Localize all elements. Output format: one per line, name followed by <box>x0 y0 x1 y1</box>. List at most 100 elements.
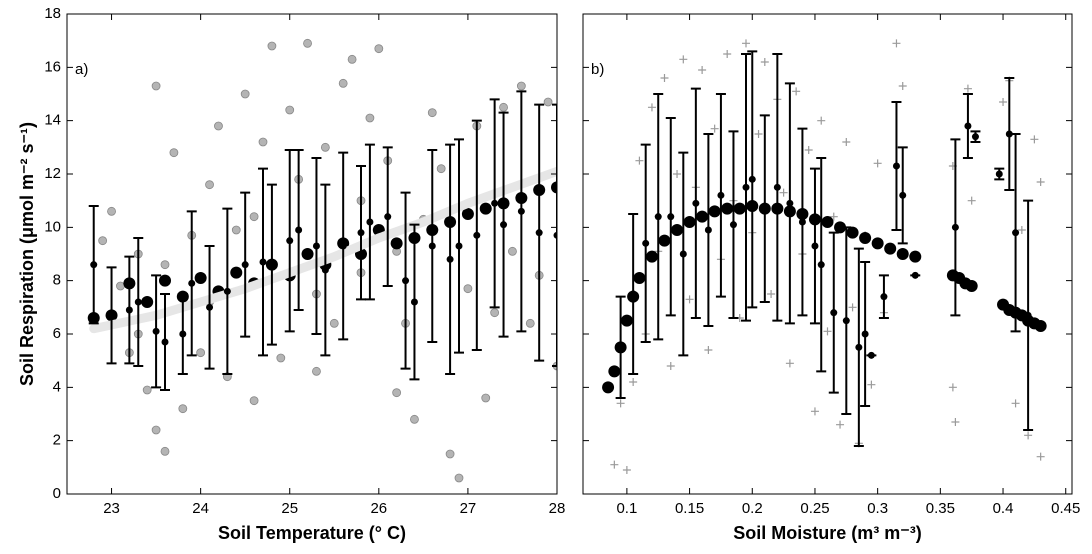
bin-mean <box>761 205 769 213</box>
data-point <box>785 359 794 368</box>
bin-mean <box>473 231 481 239</box>
data-point <box>178 404 188 414</box>
x-tick-label: 27 <box>460 500 477 517</box>
data-point <box>160 446 170 456</box>
data-point <box>142 385 152 395</box>
data-point <box>151 81 161 91</box>
bin-mean <box>773 183 781 191</box>
data-point <box>616 399 625 408</box>
x-tick-label: 28 <box>549 500 566 517</box>
bin-mean <box>629 290 637 298</box>
x-tick-label: 25 <box>281 500 298 517</box>
data-point <box>810 407 819 416</box>
bin-mean <box>911 271 919 279</box>
bin-mean <box>366 218 374 226</box>
data-point <box>823 327 832 336</box>
bin-mean <box>798 218 806 226</box>
bin-mean <box>817 261 825 269</box>
bin-mean <box>312 242 320 250</box>
y-tick-label: 0 <box>53 485 61 502</box>
data-point <box>685 295 694 304</box>
model-point <box>965 280 978 292</box>
bin-mean <box>241 261 249 269</box>
data-point <box>516 81 526 91</box>
y-tick-label: 6 <box>53 325 61 342</box>
data-point <box>842 138 851 146</box>
y-tick-label: 8 <box>53 272 61 289</box>
bin-mean <box>206 303 214 311</box>
data-point <box>392 388 402 398</box>
bin-mean <box>654 213 662 221</box>
bin-mean <box>268 261 276 269</box>
bin-mean <box>880 293 888 301</box>
data-point <box>679 55 688 64</box>
x-axis-label: Soil Temperature (° C) <box>218 523 406 543</box>
bin-mean <box>899 191 907 199</box>
data-point <box>792 87 801 96</box>
data-point <box>967 196 976 205</box>
data-point <box>98 236 108 246</box>
bin-mean <box>188 279 196 287</box>
data-point <box>635 156 644 165</box>
bin-mean <box>339 242 347 250</box>
data-point <box>829 212 838 221</box>
x-tick-label: 0.45 <box>1051 500 1080 517</box>
data-point <box>205 180 214 190</box>
y-tick-label: 4 <box>53 378 61 395</box>
data-point <box>214 121 223 131</box>
bin-mean <box>971 133 979 141</box>
bin-mean <box>517 207 525 215</box>
bin-mean <box>446 255 454 263</box>
bin-mean <box>617 343 625 351</box>
data-point <box>320 142 330 152</box>
x-tick-label: 0.3 <box>867 500 888 517</box>
axes-frame <box>582 13 1073 495</box>
model-point <box>834 221 847 234</box>
data-point <box>898 82 907 90</box>
data-point <box>329 318 339 328</box>
data-point <box>276 353 286 363</box>
data-point <box>948 383 957 392</box>
data-point <box>240 89 250 99</box>
model-point <box>645 250 658 263</box>
bin-mean <box>748 175 756 183</box>
data-point <box>1036 452 1045 461</box>
data-point <box>629 378 638 386</box>
x-tick-label: 0.35 <box>926 500 955 517</box>
bin-mean <box>855 343 863 351</box>
plot-area <box>602 39 1047 474</box>
x-tick-label: 0.4 <box>993 500 1014 517</box>
bin-mean <box>161 338 169 346</box>
data-point <box>892 39 901 48</box>
data-point <box>1024 431 1033 440</box>
bin-mean <box>729 221 737 229</box>
data-point <box>347 54 357 64</box>
data-point <box>660 74 669 82</box>
data-point <box>463 284 473 294</box>
data-point <box>490 308 500 318</box>
data-point <box>742 39 750 48</box>
model-point <box>733 202 746 215</box>
model-point <box>708 205 721 218</box>
data-point <box>951 418 960 426</box>
model-point <box>551 181 557 194</box>
model-point <box>859 232 872 244</box>
data-point <box>107 206 116 216</box>
bin-mean <box>321 266 329 274</box>
data-point <box>1011 399 1020 408</box>
fit-line <box>89 166 557 334</box>
data-point <box>285 105 295 115</box>
model-point <box>683 216 696 228</box>
bin-mean <box>500 221 508 229</box>
bin-mean <box>842 317 850 325</box>
data-point <box>817 116 826 125</box>
bin-mean <box>1012 229 1020 237</box>
plot-area <box>87 38 557 483</box>
bin-mean <box>995 170 1003 178</box>
bin-mean <box>259 258 267 266</box>
data-point <box>499 102 508 112</box>
data-point <box>427 108 437 118</box>
data-point <box>303 38 312 48</box>
data-point <box>760 58 769 66</box>
panel-label: a) <box>75 61 88 78</box>
